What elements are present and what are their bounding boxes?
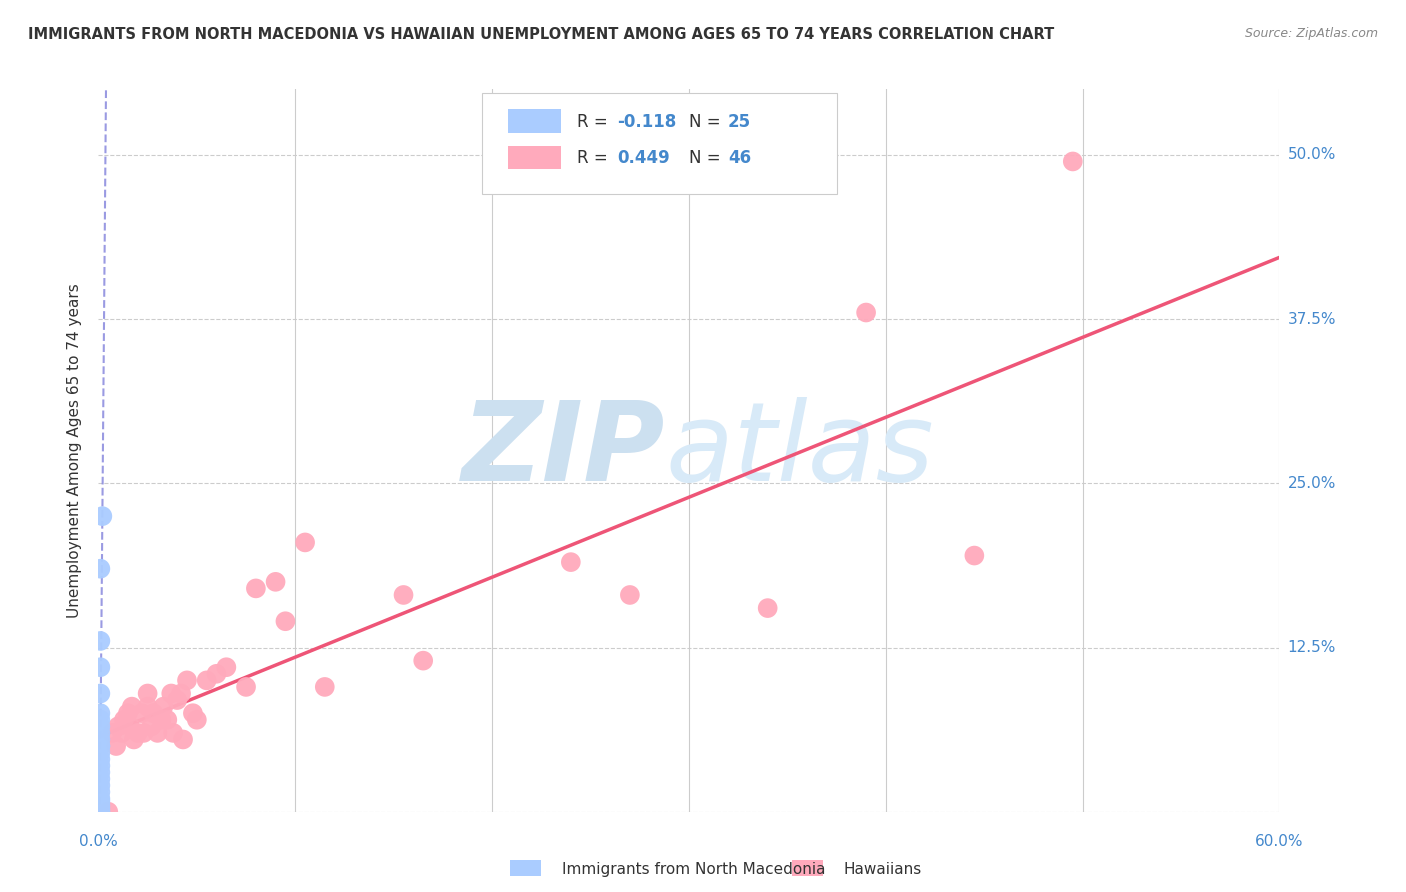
Point xyxy=(127,726,149,740)
Point xyxy=(314,680,336,694)
Bar xyxy=(508,145,561,169)
Point xyxy=(412,654,434,668)
Point xyxy=(619,588,641,602)
Text: 25: 25 xyxy=(728,112,751,131)
Point xyxy=(89,801,111,815)
Point xyxy=(89,791,111,805)
Point xyxy=(89,719,111,733)
Point xyxy=(245,582,267,596)
Point xyxy=(89,752,111,766)
Text: atlas: atlas xyxy=(665,397,934,504)
Point xyxy=(132,726,155,740)
Point xyxy=(274,614,297,628)
Text: N =: N = xyxy=(689,149,725,167)
Point xyxy=(392,588,415,602)
Point xyxy=(89,779,111,793)
Text: ZIP: ZIP xyxy=(461,397,665,504)
Point xyxy=(89,772,111,786)
Point xyxy=(89,562,111,576)
Point xyxy=(97,805,120,819)
Text: Source: ZipAtlas.com: Source: ZipAtlas.com xyxy=(1244,27,1378,40)
Point xyxy=(166,693,188,707)
Point xyxy=(756,601,779,615)
Point xyxy=(963,549,986,563)
Point xyxy=(122,732,145,747)
Point xyxy=(112,713,135,727)
Point xyxy=(117,706,139,721)
Point xyxy=(89,686,111,700)
Point xyxy=(89,660,111,674)
Point xyxy=(101,726,124,740)
Point xyxy=(152,699,174,714)
Point xyxy=(121,699,143,714)
Text: 37.5%: 37.5% xyxy=(1288,311,1336,326)
Point xyxy=(89,634,111,648)
Point xyxy=(146,726,169,740)
Point xyxy=(186,713,208,727)
Text: 50.0%: 50.0% xyxy=(1288,147,1336,162)
Point xyxy=(170,686,193,700)
Point xyxy=(105,739,128,753)
Point xyxy=(205,666,228,681)
Point xyxy=(136,686,159,700)
Point xyxy=(560,555,582,569)
Text: N =: N = xyxy=(689,112,725,131)
Point xyxy=(89,794,111,808)
Point xyxy=(107,719,129,733)
Point xyxy=(294,535,316,549)
Point xyxy=(150,713,173,727)
Point xyxy=(89,805,111,819)
Point xyxy=(264,574,287,589)
Point xyxy=(89,713,111,727)
Point xyxy=(142,706,165,721)
Point xyxy=(89,706,111,721)
Point xyxy=(111,726,134,740)
Point xyxy=(118,719,141,733)
Point xyxy=(89,765,111,780)
Point xyxy=(89,746,111,760)
Point xyxy=(89,732,111,747)
Point xyxy=(89,739,111,753)
Point xyxy=(162,726,184,740)
FancyBboxPatch shape xyxy=(482,93,837,194)
Point xyxy=(89,804,111,818)
Point xyxy=(855,305,877,319)
Point xyxy=(181,706,204,721)
Point xyxy=(89,798,111,813)
Text: 0.449: 0.449 xyxy=(617,149,669,167)
Point xyxy=(1062,154,1084,169)
Point xyxy=(91,509,114,524)
Point xyxy=(156,713,179,727)
Point xyxy=(235,680,257,694)
Bar xyxy=(510,860,541,876)
Text: Hawaiians: Hawaiians xyxy=(844,863,922,877)
Point xyxy=(136,699,159,714)
Text: 12.5%: 12.5% xyxy=(1288,640,1336,655)
Text: 46: 46 xyxy=(728,149,751,167)
Point xyxy=(176,673,198,688)
Bar xyxy=(508,110,561,133)
Point xyxy=(172,732,194,747)
Text: -0.118: -0.118 xyxy=(617,112,676,131)
Point xyxy=(89,758,111,772)
Point xyxy=(160,686,183,700)
Text: 60.0%: 60.0% xyxy=(1256,834,1303,849)
Y-axis label: Unemployment Among Ages 65 to 74 years: Unemployment Among Ages 65 to 74 years xyxy=(67,283,83,618)
Point xyxy=(89,726,111,740)
Point xyxy=(131,706,153,721)
Text: R =: R = xyxy=(576,149,613,167)
Point xyxy=(89,739,111,753)
Text: 25.0%: 25.0% xyxy=(1288,475,1336,491)
Text: 0.0%: 0.0% xyxy=(79,834,118,849)
Text: IMMIGRANTS FROM NORTH MACEDONIA VS HAWAIIAN UNEMPLOYMENT AMONG AGES 65 TO 74 YEA: IMMIGRANTS FROM NORTH MACEDONIA VS HAWAI… xyxy=(28,27,1054,42)
Point xyxy=(89,785,111,799)
Point xyxy=(215,660,238,674)
Point xyxy=(195,673,218,688)
Text: R =: R = xyxy=(576,112,613,131)
Bar xyxy=(792,860,823,876)
Text: Immigrants from North Macedonia: Immigrants from North Macedonia xyxy=(562,863,825,877)
Point xyxy=(141,719,163,733)
